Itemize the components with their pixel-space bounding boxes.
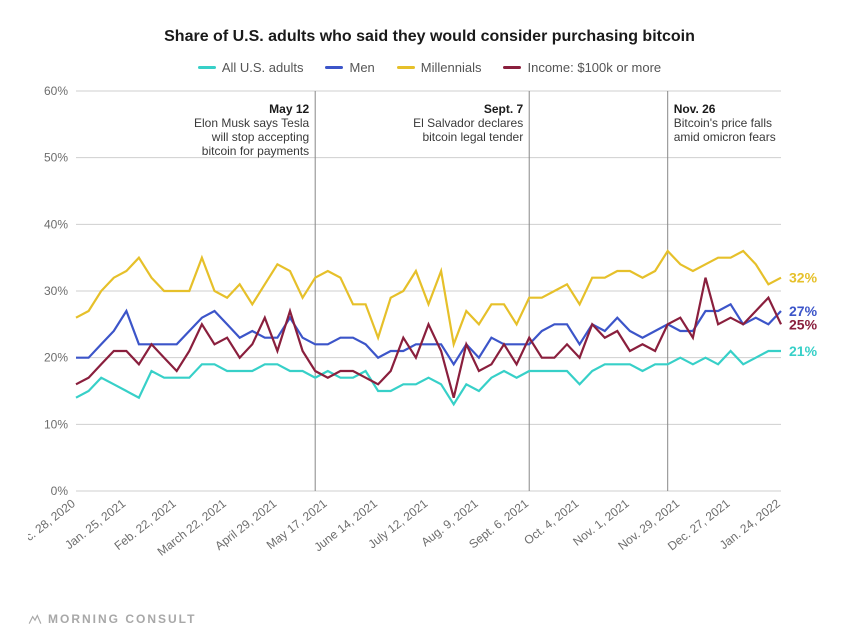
svg-text:60%: 60% (44, 84, 68, 98)
series-men (76, 304, 781, 364)
svg-text:will stop accepting: will stop accepting (211, 130, 309, 144)
event-annotation: Nov. 26Bitcoin's price fallsamid omicron… (674, 102, 776, 144)
svg-text:20%: 20% (44, 351, 68, 365)
series-all-adults (76, 351, 781, 404)
legend-item-income: Income: $100k or more (503, 60, 661, 75)
svg-text:0%: 0% (51, 484, 69, 498)
legend-swatch-millennials (397, 66, 415, 69)
legend-label-all: All U.S. adults (222, 60, 304, 75)
legend: All U.S. adults Men Millennials Income: … (28, 60, 831, 75)
brand-text: MORNING CONSULT (48, 612, 196, 626)
svg-text:El Salvador declares: El Salvador declares (413, 116, 523, 130)
x-axis: Dec. 28, 2020Jan. 25, 2021Feb. 22, 2021M… (28, 496, 783, 559)
event-annotation: May 12Elon Musk says Teslawill stop acce… (194, 102, 309, 158)
svg-text:amid omicron fears: amid omicron fears (674, 130, 776, 144)
svg-text:Elon Musk says Tesla: Elon Musk says Tesla (194, 116, 309, 130)
svg-text:50%: 50% (44, 151, 68, 165)
end-label-inc: 25% (789, 316, 818, 332)
chart-plot: 0% 10% 20% 30% 40% 50% 60% Dec. 28, 2020Jan. 25… (28, 81, 831, 601)
y-axis: 0% 10% 20% 30% 40% 50% 60% (44, 84, 68, 498)
end-label-mill: 32% (789, 270, 818, 286)
legend-swatch-all (198, 66, 216, 69)
svg-text:40%: 40% (44, 217, 68, 231)
svg-text:bitcoin for payments: bitcoin for payments (202, 144, 309, 158)
legend-swatch-men (325, 66, 343, 69)
svg-text:bitcoin legal tender: bitcoin legal tender (422, 130, 523, 144)
svg-text:10%: 10% (44, 417, 68, 431)
svg-text:May 12: May 12 (269, 102, 309, 116)
end-label-all: 21% (789, 343, 818, 359)
legend-label-men: Men (349, 60, 374, 75)
svg-text:30%: 30% (44, 284, 68, 298)
brand-icon (28, 612, 42, 626)
legend-item-all: All U.S. adults (198, 60, 304, 75)
svg-text:Bitcoin's price falls: Bitcoin's price falls (674, 116, 772, 130)
series-millennials (76, 251, 781, 344)
legend-label-income: Income: $100k or more (527, 60, 661, 75)
legend-label-millennials: Millennials (421, 60, 482, 75)
brand-logo: MORNING CONSULT (28, 612, 196, 626)
legend-item-men: Men (325, 60, 374, 75)
legend-swatch-income (503, 66, 521, 69)
event-annotation: Sept. 7El Salvador declaresbitcoin legal… (413, 102, 523, 144)
chart-title: Share of U.S. adults who said they would… (28, 28, 831, 46)
svg-text:Sept. 7: Sept. 7 (484, 102, 524, 116)
legend-item-millennials: Millennials (397, 60, 482, 75)
chart-container: Share of U.S. adults who said they would… (0, 0, 859, 640)
svg-text:Nov. 26: Nov. 26 (674, 102, 716, 116)
